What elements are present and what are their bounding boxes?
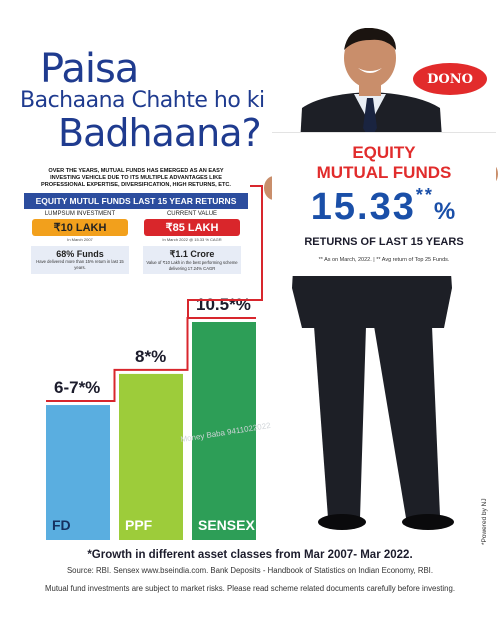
footer-risk-disclaimer: Mutual fund investments are subject to m… <box>45 584 455 593</box>
funds-stat-note: Have delivered more than 15% return in l… <box>36 259 124 270</box>
headline-line-3: Badhaana? <box>58 111 262 155</box>
footer-growth-note: *Growth in different asset classes from … <box>87 549 413 561</box>
lumpsum-value: ₹10 LAKH <box>32 219 128 236</box>
value-label-ppf: 8*% <box>135 347 166 366</box>
funds-stat-card: 68% Funds Have delivered more than 15% r… <box>31 246 129 274</box>
crore-stat-note: Value of ₹10 Lakh in the best performing… <box>146 260 238 271</box>
current-value-amount: ₹85 LAKH <box>144 219 240 236</box>
placard-percent-sign: % <box>433 198 458 225</box>
watermark-text: Money Baba 9411022022 <box>179 420 272 445</box>
returns-placard: EQUITY MUTUAL FUNDS 15.33**% RETURNS OF … <box>272 132 496 276</box>
value-label-sensex: 10.5*% <box>196 295 251 314</box>
current-value-column: CURRENT VALUE ₹85 LAKH In March 2022 @ 1… <box>142 211 242 242</box>
info-bar-title: EQUITY MUTUL FUNDS LAST 15 YEAR RETURNS <box>24 193 248 209</box>
bar-label-ppf: PPF <box>125 517 153 533</box>
headline-line-2: Bachaana Chahte ho ki <box>20 88 265 113</box>
placard-line-1: EQUITY <box>352 143 416 162</box>
placard-returns-label: RETURNS OF LAST 15 YEARS <box>304 236 464 248</box>
placard-footnote: ** As on March, 2022. | ** Avg return of… <box>318 257 450 263</box>
current-value-label: CURRENT VALUE <box>166 211 218 217</box>
dono-badge: DONO <box>413 63 487 95</box>
current-value-note: In March 2022 @ 15.33 % CAGR <box>162 237 222 242</box>
mutual-fund-info-box: OVER THE YEARS, MUTUAL FUNDS HAS EMERGED… <box>24 168 248 292</box>
placard-percent-value: 15.33 <box>310 186 416 228</box>
lumpsum-note: In March 2007 <box>67 237 93 242</box>
placard-percent: 15.33**% <box>272 185 496 229</box>
placard-percent-stars: ** <box>415 185 434 205</box>
footer-source: Source: RBI. Sensex www.bseindia.com. Ba… <box>66 566 434 575</box>
bar-label-fd: FD <box>52 517 71 533</box>
bar-fd <box>46 405 110 540</box>
value-label-fd: 6-7*% <box>54 378 100 397</box>
funds-stat-value: 68% Funds <box>56 249 104 259</box>
info-intro-text: OVER THE YEARS, MUTUAL FUNDS HAS EMERGED… <box>40 168 231 188</box>
growth-step-line <box>46 317 256 403</box>
crore-stat-value: ₹1.1 Crore <box>169 249 215 259</box>
lumpsum-label: LUMPSUM INVESTMENT <box>44 211 116 217</box>
powered-by-label: *Powered by NJ <box>481 498 488 545</box>
bar-label-sensex: SENSEX <box>198 517 255 533</box>
lumpsum-column: LUMPSUM INVESTMENT ₹10 LAKH In March 200… <box>30 211 130 242</box>
crore-stat-card: ₹1.1 Crore Value of ₹10 Lakh in the best… <box>143 246 241 274</box>
bar-ppf <box>119 373 183 540</box>
businessman-illustration <box>264 28 498 530</box>
headline-line-1: Paisa <box>40 46 139 92</box>
placard-line-2: MUTUAL FUNDS <box>316 163 452 182</box>
